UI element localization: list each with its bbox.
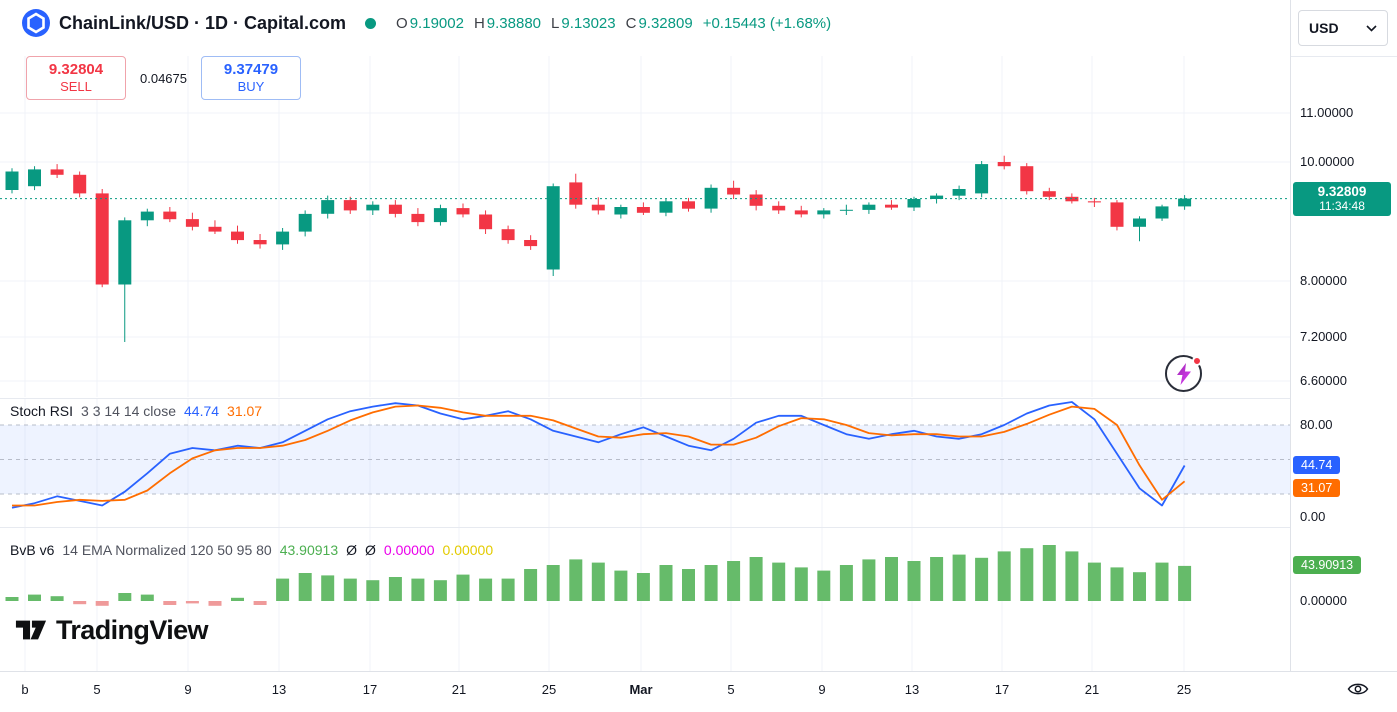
price-axis-label: 7.20000 bbox=[1300, 329, 1347, 344]
sell-price: 9.32804 bbox=[48, 60, 104, 78]
axis-divider bbox=[1291, 56, 1397, 57]
time-axis-label: b bbox=[21, 682, 29, 697]
tradingview-logo-icon bbox=[15, 620, 47, 640]
currency-selector[interactable]: USD bbox=[1298, 10, 1388, 46]
currency-selector-value: USD bbox=[1309, 20, 1339, 36]
ohlc-readout: O 9.19002 H 9.38880 L 9.13023 C 9.32809 … bbox=[386, 15, 831, 32]
trade-panel: 9.32804 SELL 0.04675 9.37479 BUY bbox=[26, 56, 301, 100]
spread-value: 0.04675 bbox=[140, 70, 187, 86]
stoch-rsi-name[interactable]: Stoch RSI bbox=[10, 403, 74, 419]
open-label: O bbox=[396, 14, 408, 32]
price-axis-label: 10.00000 bbox=[1300, 154, 1355, 169]
tradingview-logo-text: TradingView bbox=[56, 614, 209, 645]
eye-icon[interactable] bbox=[1347, 681, 1369, 700]
sell-button[interactable]: 9.32804 SELL bbox=[26, 56, 126, 100]
buy-label: BUY bbox=[237, 79, 265, 95]
bvb-params: 14 EMA Normalized 120 50 95 80 bbox=[62, 542, 272, 558]
bvb-legend[interactable]: BvB v6 14 EMA Normalized 120 50 95 80 43… bbox=[10, 542, 493, 558]
boost-button[interactable] bbox=[1165, 355, 1202, 392]
stoch-rsi-params: 3 3 14 14 close bbox=[81, 403, 176, 419]
price-axis-label: 6.60000 bbox=[1300, 373, 1347, 388]
buy-button[interactable]: 9.37479 BUY bbox=[201, 56, 301, 100]
bvb-phi-1: Ø bbox=[346, 542, 358, 558]
price-axis-label: 8.00000 bbox=[1300, 273, 1347, 288]
close-label: C bbox=[625, 14, 637, 32]
time-axis-label: 25 bbox=[1176, 682, 1192, 697]
stoch-rsi-legend[interactable]: Stoch RSI 3 3 14 14 close 44.74 31.07 bbox=[10, 403, 262, 419]
bvb-yellow-value: 0.00000 bbox=[442, 542, 494, 558]
buy-price: 9.37479 bbox=[223, 60, 279, 78]
bvb-value-badge: 43.90913 bbox=[1293, 556, 1362, 574]
time-axis-label: 17 bbox=[994, 682, 1010, 697]
sell-label: SELL bbox=[60, 79, 92, 95]
pane-divider bbox=[0, 398, 1290, 399]
lightning-icon bbox=[1176, 362, 1191, 385]
bvb-volume-pane[interactable] bbox=[0, 527, 1290, 672]
time-axis-label: 5 bbox=[727, 682, 735, 697]
stoch-axis-label: 0.00 bbox=[1300, 509, 1326, 524]
price-axis-label: 11.00000 bbox=[1300, 105, 1354, 120]
tradingview-logo[interactable]: TradingView bbox=[13, 614, 209, 646]
chevron-down-icon bbox=[1366, 24, 1377, 32]
stoch-value-badge: 44.74 bbox=[1293, 456, 1341, 474]
time-axis-label: 25 bbox=[541, 682, 557, 697]
time-axis-label: 9 bbox=[184, 682, 192, 697]
pane-divider bbox=[0, 527, 1290, 528]
notification-dot-icon bbox=[1192, 356, 1202, 366]
time-axis-label: 17 bbox=[362, 682, 378, 697]
stoch-axis-label: 80.00 bbox=[1300, 417, 1333, 432]
stoch-d-value: 31.07 bbox=[227, 403, 263, 419]
high-value: 9.38880 bbox=[486, 14, 542, 32]
change-value: +0.15443 (+1.68%) bbox=[702, 14, 832, 32]
stoch-rsi-pane[interactable] bbox=[0, 398, 1290, 527]
bvb-phi-2: Ø bbox=[365, 542, 376, 558]
chart-header: ChainLink/USD · 1D · Capital.com O 9.190… bbox=[22, 9, 831, 37]
price-axis[interactable]: USD 11.00000 10.00000 8.00000 7.20000 6.6000… bbox=[1290, 0, 1397, 672]
low-value: 9.13023 bbox=[561, 14, 616, 32]
time-axis-label: 21 bbox=[451, 682, 467, 697]
bvb-value: 43.90913 bbox=[279, 542, 339, 558]
time-axis-label: 13 bbox=[271, 682, 287, 697]
main-price-pane[interactable] bbox=[0, 0, 1290, 398]
high-label: H bbox=[473, 14, 485, 32]
time-axis-label: 9 bbox=[818, 682, 826, 697]
time-axis[interactable]: b 5 9 13 17 21 25 Mar 5 9 13 17 21 25 bbox=[0, 671, 1397, 712]
symbol-logo-icon bbox=[22, 9, 50, 37]
close-value: 9.32809 bbox=[638, 14, 693, 32]
stoch-k-value: 44.74 bbox=[184, 403, 220, 419]
bvb-name[interactable]: BvB v6 bbox=[10, 542, 55, 558]
symbol-title[interactable]: ChainLink/USD · 1D · Capital.com bbox=[59, 12, 347, 33]
source-status-dot-icon bbox=[365, 17, 377, 29]
last-price-badge: 9.32809 11:34:48 bbox=[1293, 182, 1391, 216]
time-axis-label: 5 bbox=[93, 682, 101, 697]
time-axis-label: Mar bbox=[629, 682, 653, 697]
open-value: 9.19002 bbox=[409, 14, 464, 32]
time-axis-label: 13 bbox=[904, 682, 920, 697]
low-label: L bbox=[551, 14, 560, 32]
stoch-value-badge: 31.07 bbox=[1293, 479, 1341, 497]
bvb-magenta-value: 0.00000 bbox=[383, 542, 435, 558]
time-axis-label: 21 bbox=[1084, 682, 1100, 697]
bvb-axis-label: 0.00000 bbox=[1300, 593, 1347, 608]
